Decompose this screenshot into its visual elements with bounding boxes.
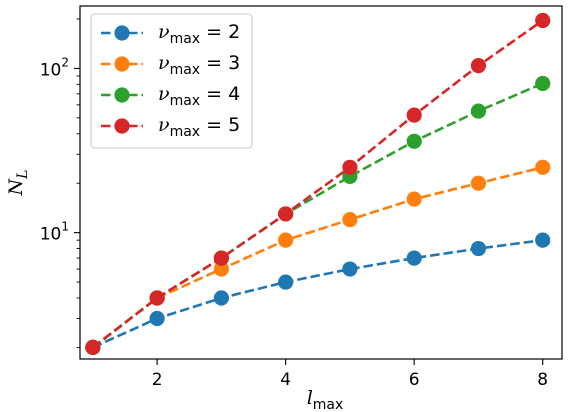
data-point — [535, 12, 551, 29]
data-point — [213, 290, 229, 306]
y-axis-label-main: N — [5, 177, 27, 196]
series-line — [92, 238, 543, 349]
data-point — [278, 206, 294, 222]
legend-symbol: ν — [158, 83, 170, 105]
data-point — [85, 339, 101, 356]
data-point — [342, 159, 358, 175]
legend-label: νmax = 3 — [158, 52, 240, 78]
x-axis-label-sub: max — [313, 397, 344, 412]
data-point — [470, 175, 487, 191]
legend-marker — [114, 87, 130, 103]
legend-label: νmax = 4 — [158, 83, 240, 109]
data-point — [213, 250, 229, 266]
legend-label: νmax = 5 — [158, 114, 240, 140]
y-tick-base: 10 — [40, 225, 62, 245]
data-point — [149, 310, 165, 327]
plot-frame — [79, 5, 563, 360]
data-point — [535, 75, 551, 92]
legend-subscript: max — [170, 62, 201, 78]
data-point — [470, 58, 487, 74]
legend-value: = 2 — [200, 21, 240, 43]
x-axis-label-main: l — [307, 387, 313, 409]
y-tick-exponent: 1 — [61, 220, 69, 234]
legend-symbol: ν — [158, 21, 170, 43]
legend-value: = 4 — [200, 83, 240, 105]
legend-subscript: max — [170, 124, 201, 140]
series-4 — [85, 12, 551, 356]
legend-item-1: νmax = 2 — [101, 21, 240, 47]
legend-marker — [114, 25, 130, 41]
y-tick-base: 10 — [40, 60, 62, 80]
legend-item-3: νmax = 4 — [101, 83, 240, 109]
data-point — [406, 107, 422, 123]
legend-item-4: νmax = 5 — [101, 114, 240, 140]
legend-value: = 5 — [200, 114, 240, 136]
legend-box — [90, 13, 253, 149]
series-line — [92, 19, 544, 349]
series-line — [92, 166, 544, 349]
data-point — [406, 191, 422, 207]
axis-labels: lmax NL — [5, 170, 343, 412]
x-tick-label: 2 — [152, 370, 163, 390]
data-point — [278, 232, 294, 248]
data-point — [278, 274, 294, 290]
data-point — [470, 103, 487, 119]
legend-value: = 3 — [200, 52, 240, 74]
y-tick-exponent: 2 — [61, 55, 69, 69]
data-point — [470, 240, 487, 257]
x-tick-label: 8 — [537, 370, 548, 390]
legend-symbol: ν — [158, 52, 170, 74]
legend-item-2: νmax = 3 — [101, 52, 240, 78]
y-axis-label: NL — [5, 170, 31, 197]
series-layer — [85, 12, 551, 356]
data-point — [406, 250, 422, 266]
legend-marker — [114, 56, 130, 72]
legend-marker — [114, 118, 130, 134]
legend-subscript: max — [170, 31, 201, 47]
data-point — [535, 232, 551, 248]
data-point — [535, 159, 551, 175]
legend-subscript: max — [170, 93, 201, 109]
data-point — [342, 261, 358, 277]
legend-symbol: ν — [158, 114, 170, 136]
data-point — [342, 212, 358, 228]
series-line — [92, 82, 544, 349]
y-axis-label-sub: L — [15, 170, 31, 180]
y-tick-label: 102 — [40, 55, 69, 80]
legend-label: νmax = 2 — [158, 21, 240, 47]
data-point — [213, 261, 229, 277]
x-axis-label: lmax — [307, 387, 344, 412]
x-tick-label: 4 — [280, 370, 291, 390]
data-point — [149, 290, 165, 306]
y-tick-label: 101 — [40, 220, 69, 245]
x-tick-label: 6 — [409, 370, 420, 390]
data-point — [406, 133, 422, 149]
